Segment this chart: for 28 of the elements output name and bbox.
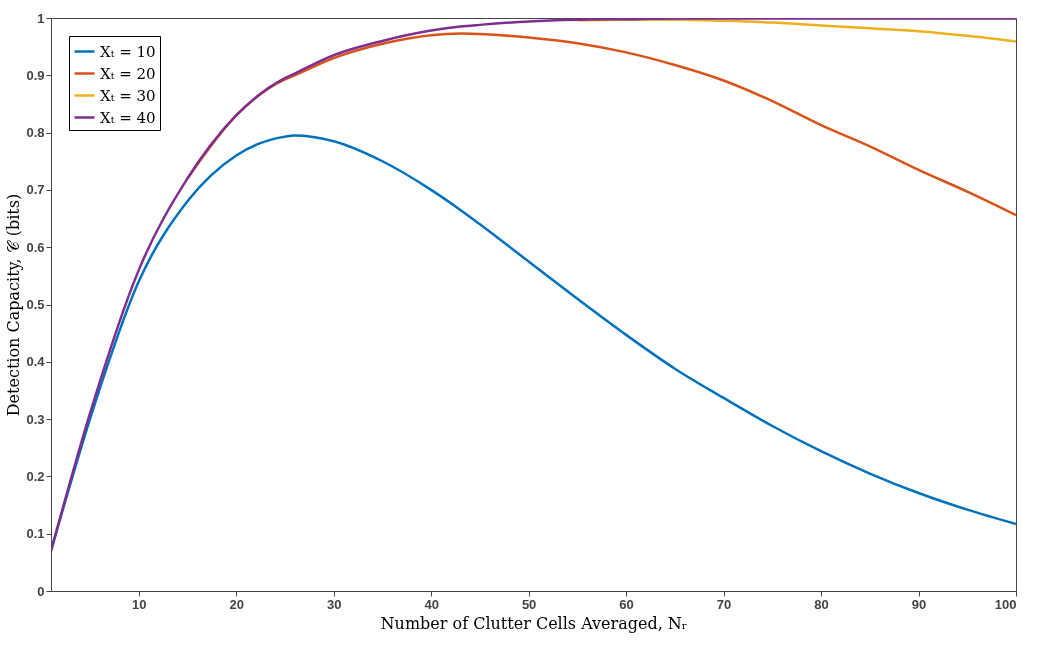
x-tick-label: 10 — [131, 596, 147, 612]
y-tick-label: 0.1 — [26, 526, 45, 542]
x-tick-label: 60 — [619, 596, 634, 612]
y-tick-label: 1 — [37, 10, 45, 26]
y-tick-label: 0.8 — [26, 125, 45, 141]
line-series — [51, 18, 1016, 553]
x-tick-label: 40 — [424, 596, 439, 612]
y-tick-label: 0.6 — [26, 239, 45, 255]
x-tick-label: 80 — [814, 596, 829, 612]
legend-label: Xₜ = 20 — [100, 64, 156, 83]
x-tick-label: 20 — [229, 596, 244, 612]
y-tick-label: 0.3 — [26, 411, 45, 427]
y-tick-label: 0.5 — [26, 297, 45, 312]
x-tick-label: 100 — [994, 596, 1017, 612]
x-axis-title: Number of Clutter Cells Averaged, Nᵣ — [380, 613, 688, 633]
x-tick-label: 90 — [911, 596, 927, 612]
y-tick-label: 0.4 — [26, 354, 46, 370]
legend-label: Xₜ = 40 — [100, 108, 156, 127]
y-tick-label: 0.7 — [26, 182, 45, 198]
x-tick-label: 70 — [716, 596, 732, 612]
legend-label: Xₜ = 10 — [100, 42, 156, 61]
x-tick-label: 50 — [521, 596, 537, 612]
x-tick-label: 30 — [326, 596, 342, 612]
y-tick-label: 0 — [37, 583, 45, 599]
legend-label: Xₜ = 30 — [100, 86, 156, 105]
y-tick-label: 0.9 — [26, 67, 45, 83]
y-axis-title: Detection Capacity, 𝒞 (bits) — [4, 193, 24, 417]
y-tick-label: 0.2 — [26, 468, 45, 484]
